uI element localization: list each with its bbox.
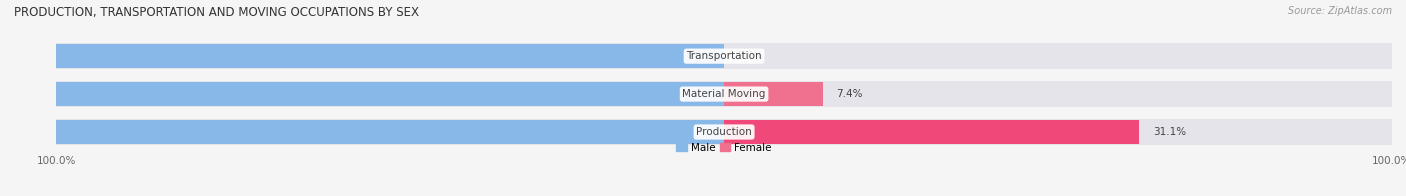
- Text: Transportation: Transportation: [686, 51, 762, 61]
- Text: 0.0%: 0.0%: [738, 51, 763, 61]
- Bar: [0, 120, 724, 144]
- Bar: [724, 120, 1139, 144]
- Bar: [0, 44, 724, 68]
- Legend: Male, Female: Male, Female: [672, 139, 776, 157]
- Text: Material Moving: Material Moving: [682, 89, 766, 99]
- Text: Production: Production: [696, 127, 752, 137]
- Bar: [56, 43, 1392, 69]
- Text: PRODUCTION, TRANSPORTATION AND MOVING OCCUPATIONS BY SEX: PRODUCTION, TRANSPORTATION AND MOVING OC…: [14, 6, 419, 19]
- Bar: [56, 81, 1392, 107]
- Text: 7.4%: 7.4%: [837, 89, 863, 99]
- Bar: [0, 82, 724, 106]
- Text: 31.1%: 31.1%: [1153, 127, 1187, 137]
- Bar: [724, 82, 823, 106]
- Bar: [56, 119, 1392, 145]
- Text: Source: ZipAtlas.com: Source: ZipAtlas.com: [1288, 6, 1392, 16]
